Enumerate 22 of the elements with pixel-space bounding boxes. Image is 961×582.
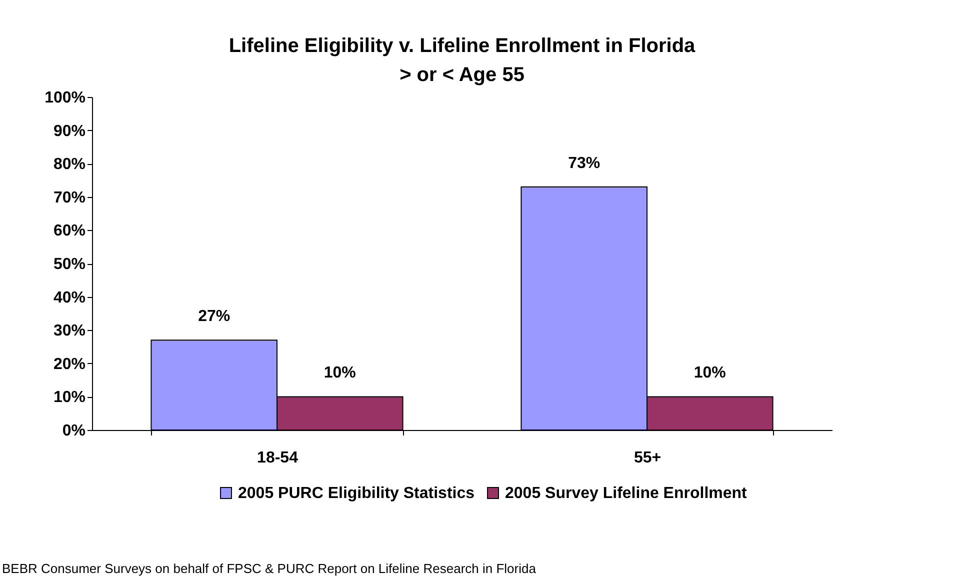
- data-label: 73%: [568, 154, 600, 172]
- y-tick-label: 50%: [53, 256, 86, 273]
- data-label: 10%: [324, 364, 356, 382]
- legend-label: 2005 PURC Eligibility Statistics: [238, 485, 475, 502]
- y-tick-label: 90%: [53, 122, 86, 140]
- y-tick-label: 10%: [53, 389, 86, 406]
- y-tick-label: 80%: [53, 156, 86, 174]
- y-tick-label: 40%: [53, 289, 86, 306]
- y-tick-label: 70%: [53, 189, 86, 206]
- y-tick-label: 0%: [62, 422, 86, 440]
- text: > or < Age 55: [400, 64, 524, 86]
- text: BEBR Consumer Surveys on behalf of FPSC & PURC Report on Lifeline Research in Florida: [2, 561, 536, 576]
- x-tick-label: 55+: [634, 450, 662, 466]
- data-label: 10%: [694, 364, 726, 382]
- y-tick-label: 60%: [53, 222, 86, 240]
- data-label: 27%: [198, 308, 230, 326]
- y-tick-label: 30%: [53, 322, 86, 340]
- text: Lifeline Eligibility v. Lifeline Enrollment in Florida: [228, 35, 696, 57]
- x-tick-label: 18-54: [257, 450, 298, 466]
- y-tick-label: 20%: [53, 356, 86, 373]
- legend-label: 2005 Survey Lifeline Enrollment: [505, 485, 748, 502]
- y-tick-label: 100%: [44, 90, 86, 106]
